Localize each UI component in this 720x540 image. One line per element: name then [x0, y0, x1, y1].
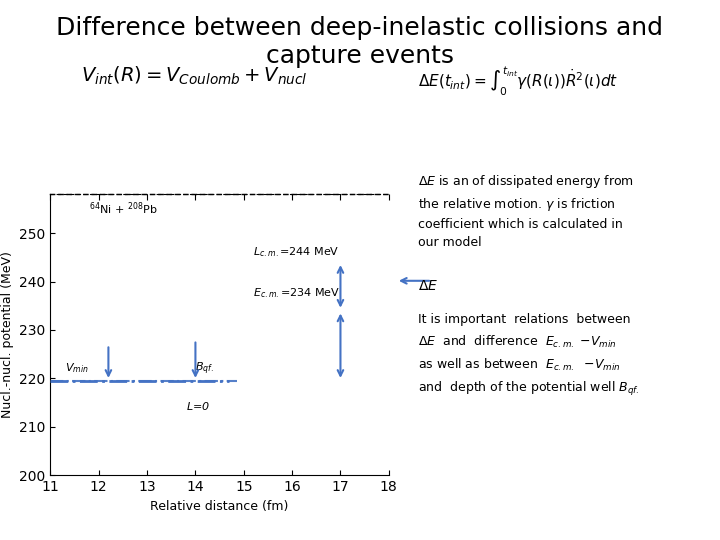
- X-axis label: Relative distance (fm): Relative distance (fm): [150, 500, 289, 512]
- Text: $B_{qf.}$: $B_{qf.}$: [195, 361, 215, 377]
- Y-axis label: Nucl.-nucl. potential (MeV): Nucl.-nucl. potential (MeV): [1, 251, 14, 418]
- Text: $L_{c.m.}$=244 MeV: $L_{c.m.}$=244 MeV: [253, 245, 340, 259]
- Text: $^{64}$Ni + $^{208}$Pb: $^{64}$Ni + $^{208}$Pb: [89, 200, 157, 217]
- Text: $\Delta E$ is an of dissipated energy from
the relative motion. $\gamma$ is fric: $\Delta E$ is an of dissipated energy fr…: [418, 173, 634, 249]
- Text: $E_{c.m.}$=234 MeV: $E_{c.m.}$=234 MeV: [253, 286, 341, 300]
- Text: $L$=0: $L$=0: [186, 400, 210, 412]
- Text: $V_{min}$: $V_{min}$: [65, 361, 89, 375]
- Text: $\Delta E(t_{int}) = \int_{0}^{t_{int}} \gamma(R(\iota))\dot{R}^2(\iota)dt$: $\Delta E(t_{int}) = \int_{0}^{t_{int}} …: [418, 65, 618, 98]
- Text: $V_{int}(R) = V_{Coulomb}  +  V_{nucl}$: $V_{int}(R) = V_{Coulomb} + V_{nucl}$: [81, 65, 307, 87]
- Text: $\Delta E$: $\Delta E$: [418, 279, 438, 293]
- Text: It is important  relations  between
$\Delta E$  and  difference  $E_{c.m.}$ $-V_: It is important relations between $\Delt…: [418, 313, 639, 398]
- Text: Difference between deep-inelastic collisions and
capture events: Difference between deep-inelastic collis…: [56, 16, 664, 68]
